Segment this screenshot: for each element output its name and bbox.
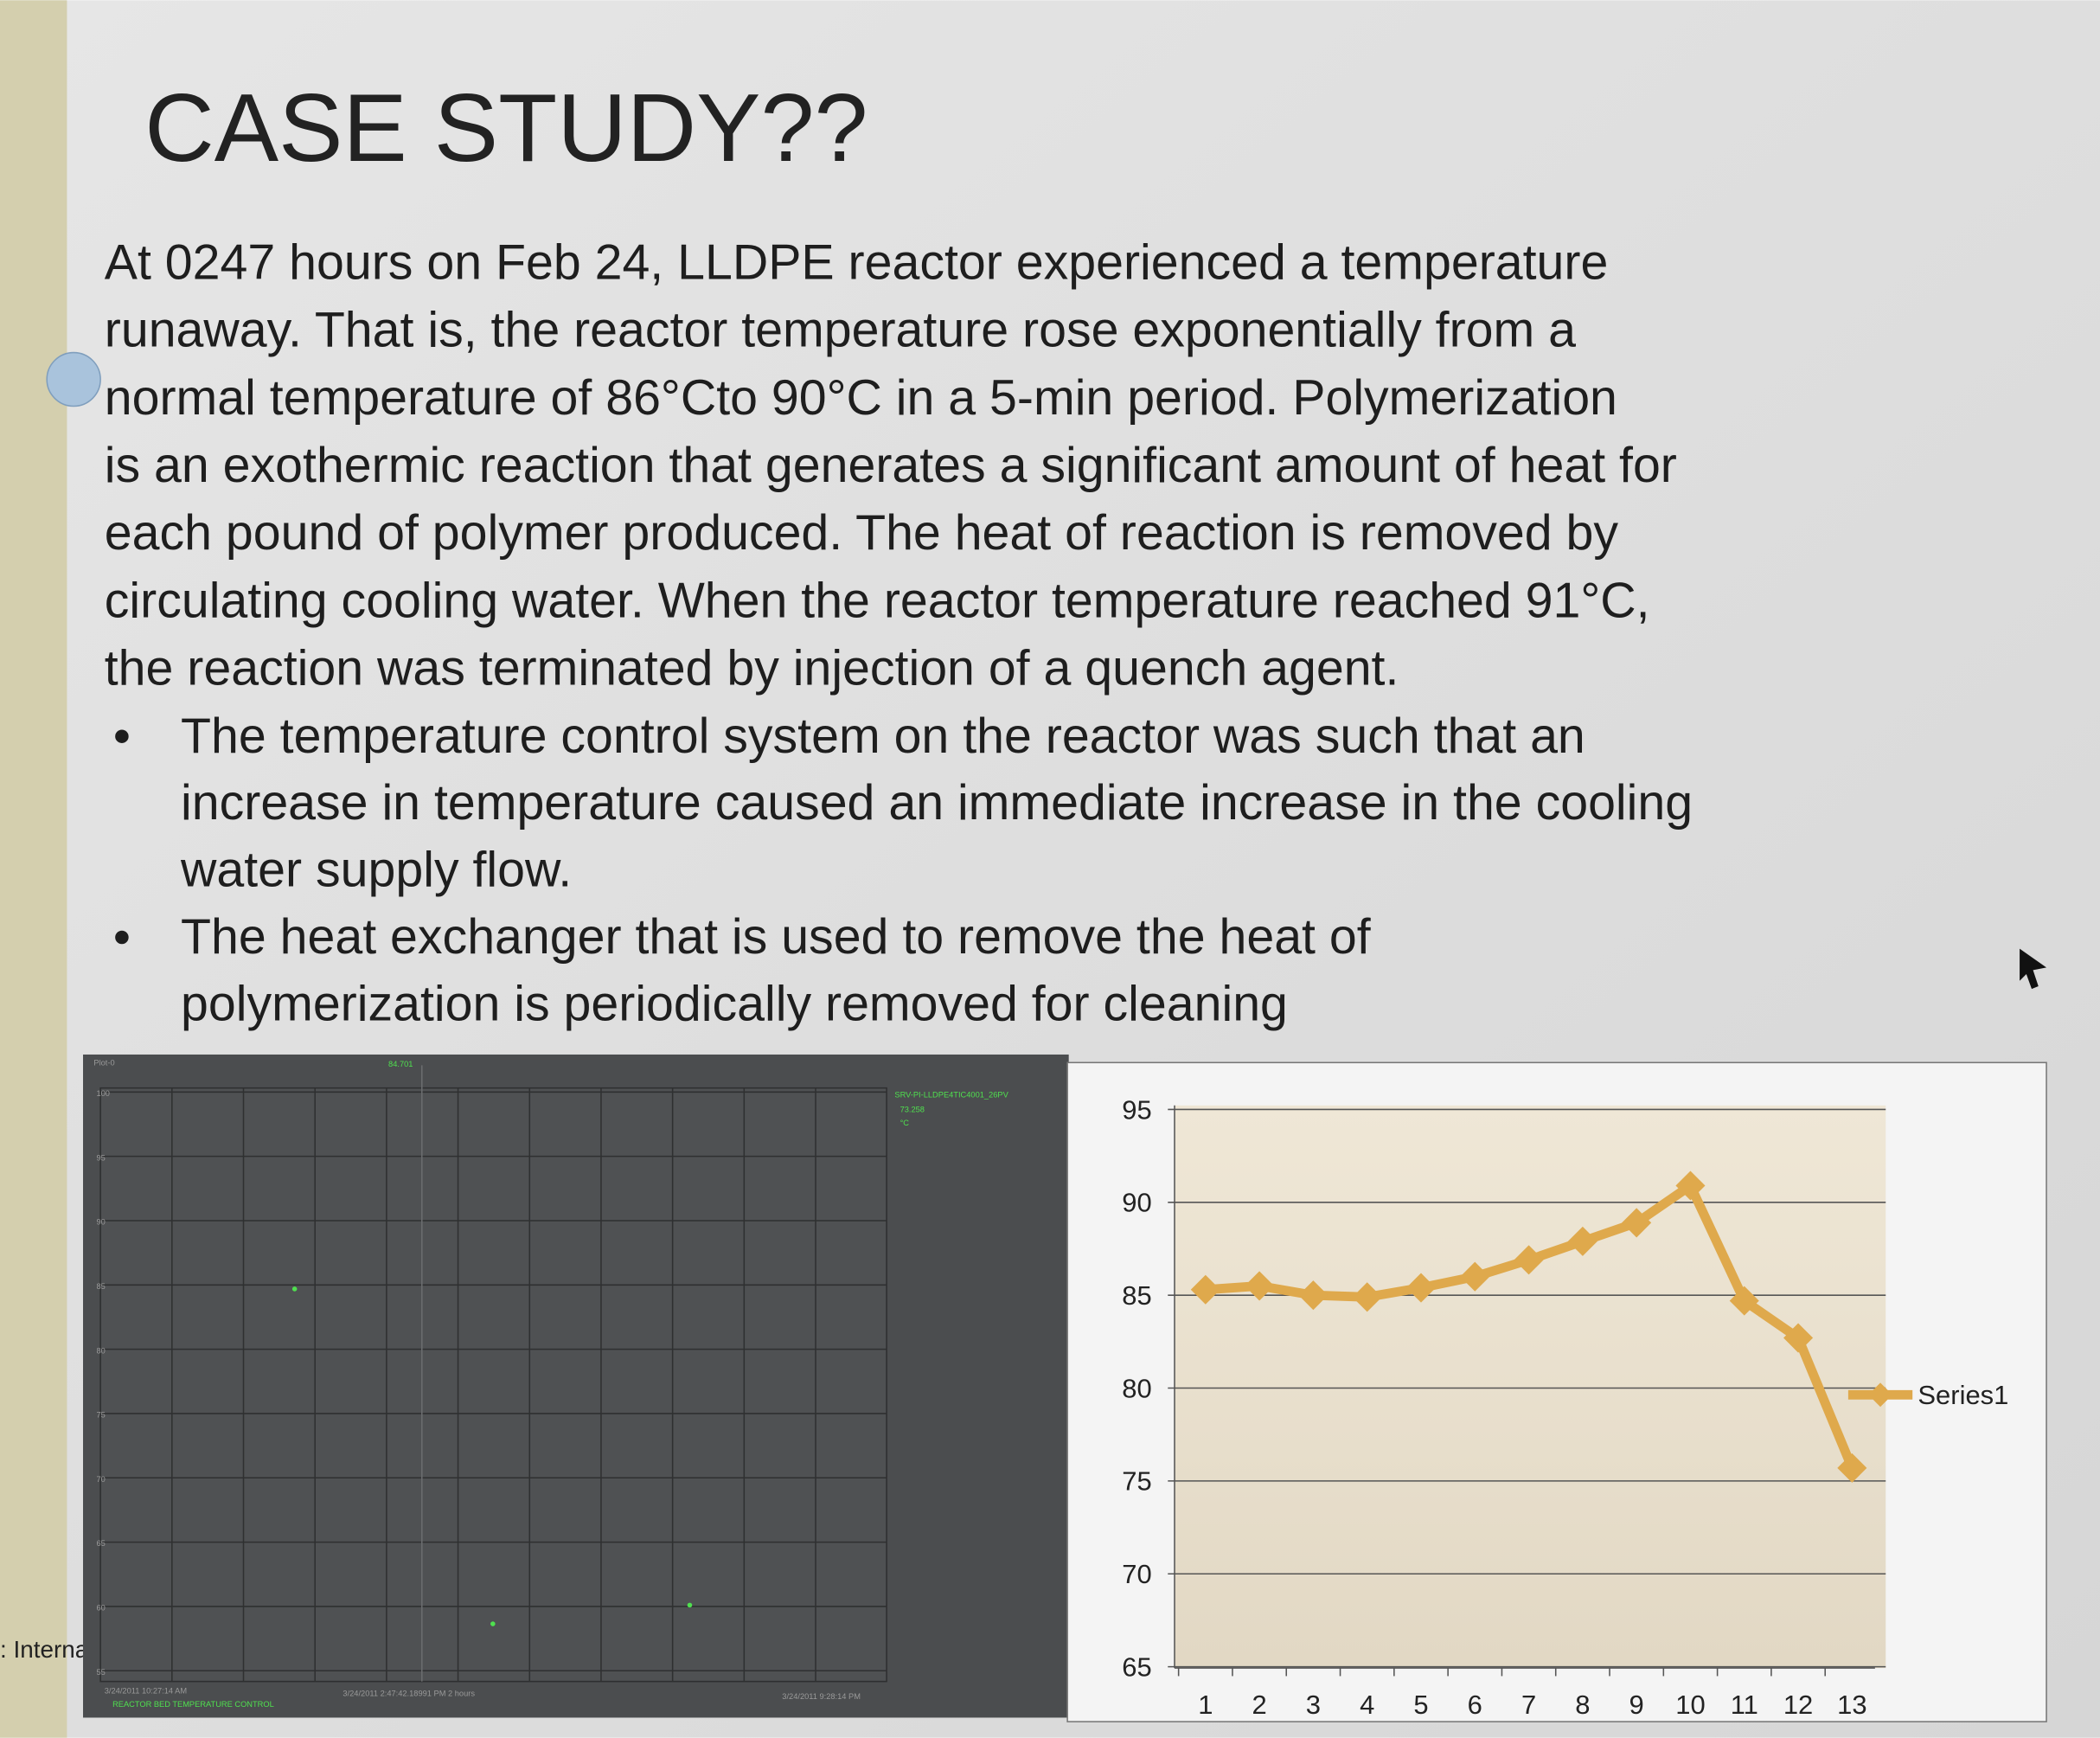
bullet-line: polymerization is periodically removed f…	[181, 976, 1288, 1031]
paragraph-line: circulating cooling water. When the reac…	[105, 573, 1650, 628]
marker	[1567, 1226, 1597, 1256]
x-tick-label: 13	[1837, 1690, 1866, 1720]
trend-dot	[291, 1286, 298, 1292]
trend-layer: 100 95 90 85 80 75 70 65 60 55 Plot-0 84.701 SRV-PI-…	[93, 1058, 1008, 1709]
slide-dot	[46, 351, 101, 407]
plot-area	[1175, 1105, 1886, 1669]
x-tick-label: 4	[1360, 1690, 1374, 1720]
bullet-dot	[115, 729, 129, 743]
x-tick-label: 12	[1783, 1690, 1813, 1720]
y-tick-label: 65	[1122, 1651, 1151, 1682]
marker	[1783, 1323, 1814, 1353]
trend-tick-label: 60	[96, 1604, 105, 1613]
marker	[1514, 1245, 1544, 1275]
marker	[1352, 1282, 1382, 1312]
bullet-dot	[115, 930, 129, 945]
text-block: At 0247 hours on Feb 24, LLDPE reactor e…	[105, 234, 1693, 1031]
marker	[1729, 1286, 1759, 1316]
bullet-line: increase in temperature caused an immedi…	[181, 775, 1693, 831]
x-tick-label: 11	[1731, 1690, 1758, 1720]
y-tick-label: 85	[1122, 1280, 1151, 1311]
marker	[1405, 1273, 1437, 1303]
paragraph-line: the reaction was terminated by injection…	[105, 641, 1399, 696]
legend-marker	[1868, 1382, 1892, 1408]
trend-tick-label: 95	[96, 1153, 105, 1162]
marker	[1675, 1170, 1706, 1201]
trace-name: REACTOR BED TEMPERATURE CONTROL	[112, 1700, 274, 1709]
marker	[1460, 1261, 1490, 1292]
tag-unit: °C	[900, 1119, 910, 1127]
tag-name: SRV-PI-LLDPE4TIC4001_26PV	[894, 1091, 1008, 1100]
y-tick-label: 75	[1122, 1466, 1151, 1497]
trend-tick-label: 90	[96, 1218, 105, 1227]
start-time: 3/24/2011 10:27:14 AM	[105, 1687, 187, 1696]
end-time: 3/24/2011 9:28:14 PM	[782, 1692, 861, 1701]
y-tick-label: 95	[1122, 1094, 1151, 1125]
title: CASE STUDY??	[144, 74, 868, 182]
bullet-line: The heat exchanger that is used to remov…	[181, 909, 1371, 965]
trend-tick-label: 70	[96, 1475, 105, 1484]
left-strip	[0, 0, 67, 1738]
paragraph-line: normal temperature of 86°Cto 90°C in a 5…	[105, 370, 1617, 426]
trend-tick-label: 75	[96, 1411, 105, 1420]
trend-tick-label: 85	[96, 1282, 105, 1291]
marker	[1190, 1274, 1220, 1305]
x-tick-label: 8	[1575, 1690, 1590, 1720]
bullet-line: The temperature control system on the re…	[181, 709, 1585, 764]
cursor-time: 3/24/2011 2:47:42.18991 PM 2 hours	[343, 1690, 475, 1698]
cursor	[2020, 948, 2047, 990]
x-tick-label: 10	[1675, 1690, 1705, 1720]
side-label: : Interna	[0, 1636, 89, 1663]
marker	[1245, 1271, 1275, 1301]
x-tick-label: 9	[1629, 1690, 1644, 1720]
trend-dot	[490, 1621, 496, 1626]
marker	[1298, 1280, 1329, 1311]
marker	[1622, 1208, 1652, 1238]
x-tick-label: 2	[1252, 1690, 1266, 1720]
trend-tick-label: 65	[96, 1539, 105, 1548]
paragraph-line: is an exothermic reaction that generates…	[105, 438, 1677, 493]
x-tick-label: 3	[1306, 1690, 1321, 1720]
trend-tick-label: 80	[96, 1346, 105, 1355]
trend-dot	[687, 1602, 693, 1608]
marker	[1837, 1453, 1867, 1483]
paragraph-line: At 0247 hours on Feb 24, LLDPE reactor e…	[105, 234, 1609, 290]
x-tick-label: 1	[1198, 1690, 1213, 1720]
y-tick-label: 80	[1122, 1373, 1151, 1403]
y-tick-label: 70	[1122, 1559, 1151, 1589]
plot-name: Plot-0	[93, 1058, 114, 1067]
paragraph-line: runaway. That is, the reactor temperatur…	[105, 303, 1576, 358]
tag-value: 73.258	[900, 1106, 925, 1114]
paragraph-line: each pound of polymer produced. The heat…	[105, 505, 1619, 561]
x-tick-label: 5	[1413, 1690, 1428, 1720]
trend-tick-label: 55	[96, 1668, 105, 1677]
bullet-line: water supply flow.	[180, 843, 572, 898]
x-tick-label: 6	[1468, 1690, 1482, 1720]
x-tick-label: 7	[1521, 1690, 1536, 1720]
cursor-value: 84.701	[388, 1060, 413, 1068]
trend-plot	[99, 1087, 887, 1683]
trend-tick-label: 100	[96, 1089, 110, 1098]
y-tick-label: 90	[1122, 1188, 1151, 1218]
legend-label: Series1	[1918, 1380, 2008, 1410]
